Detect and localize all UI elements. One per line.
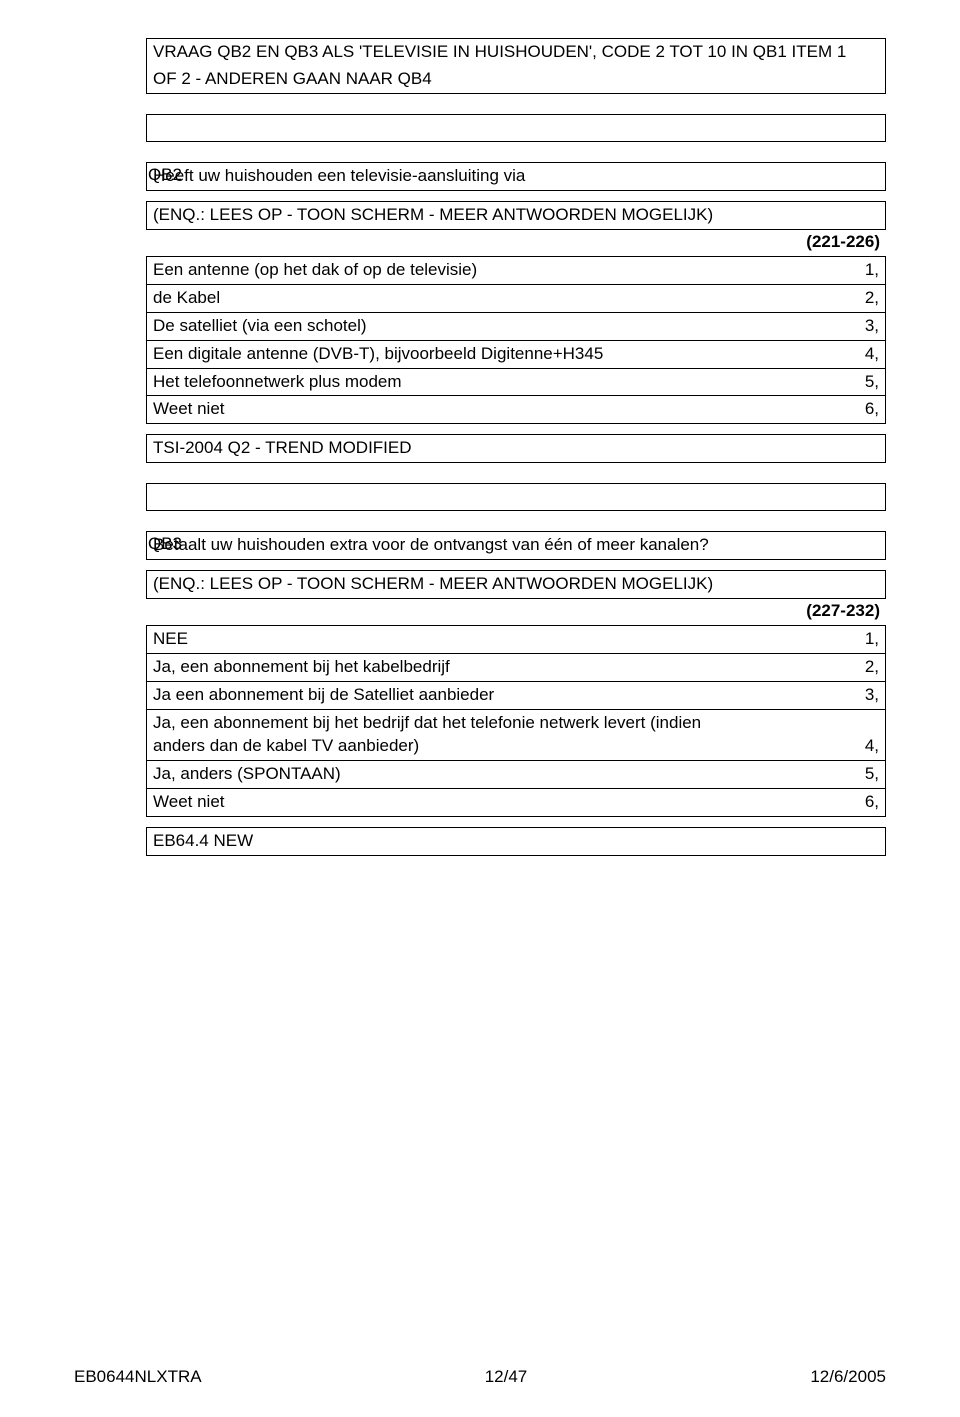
empty-box	[146, 483, 886, 511]
qb3-range: (227-232)	[146, 599, 886, 625]
empty-box	[146, 114, 886, 142]
option-value: 5,	[839, 763, 879, 786]
footer-center: 12/47	[485, 1367, 528, 1387]
option-value: 4,	[839, 343, 879, 366]
qb2-range: (221-226)	[146, 230, 886, 256]
option-row: Weet niet 6,	[146, 789, 886, 817]
option-value: 2,	[839, 287, 879, 310]
option-label: Het telefoonnetwerk plus modem	[153, 371, 839, 394]
option-value: 4,	[839, 735, 879, 758]
option-row: Een antenne (op het dak of op de televis…	[146, 256, 886, 285]
option-label: Ja, een abonnement bij het kabelbedrijf	[153, 656, 839, 679]
qb2-question: Heeft uw huishouden een televisie-aanslu…	[146, 162, 886, 191]
option-label: anders dan de kabel TV aanbieder)	[153, 735, 839, 758]
qb3-enq-instruction: (ENQ.: LEES OP - TOON SCHERM - MEER ANTW…	[146, 570, 886, 599]
option-value: 5,	[839, 371, 879, 394]
option-label: Ja een abonnement bij de Satelliet aanbi…	[153, 684, 839, 707]
option-label: De satelliet (via een schotel)	[153, 315, 839, 338]
option-label: Weet niet	[153, 791, 839, 814]
option-row: Het telefoonnetwerk plus modem 5,	[146, 369, 886, 397]
footer-left: EB0644NLXTRA	[74, 1367, 202, 1387]
option-value: 1,	[839, 259, 879, 282]
option-row: NEE 1,	[146, 625, 886, 654]
option-row: Ja, anders (SPONTAAN) 5,	[146, 761, 886, 789]
option-row: Ja, een abonnement bij het kabelbedrijf …	[146, 654, 886, 682]
qb2-enq-instruction: (ENQ.: LEES OP - TOON SCHERM - MEER ANTW…	[146, 201, 886, 230]
option-value: 1,	[839, 628, 879, 651]
option-label: de Kabel	[153, 287, 839, 310]
option-label: Ja, anders (SPONTAAN)	[153, 763, 839, 786]
option-row: Ja een abonnement bij de Satelliet aanbi…	[146, 682, 886, 710]
option-label: Ja, een abonnement bij het bedrijf dat h…	[147, 710, 885, 735]
qb2-trend: TSI-2004 Q2 - TREND MODIFIED	[146, 434, 886, 463]
qb3-ref: EB64.4 NEW	[146, 827, 886, 856]
qb3-question: Betaalt uw huishouden extra voor de ontv…	[146, 531, 886, 560]
question-code-qb3: QB3	[148, 534, 182, 554]
option-row: De satelliet (via een schotel) 3,	[146, 313, 886, 341]
option-label: Weet niet	[153, 398, 839, 421]
page-footer: EB0644NLXTRA 12/47 12/6/2005	[74, 1367, 886, 1387]
option-row-multiline: Ja, een abonnement bij het bedrijf dat h…	[146, 710, 886, 761]
option-row: Een digitale antenne (DVB-T), bijvoorbee…	[146, 341, 886, 369]
option-label: NEE	[153, 628, 839, 651]
option-row: de Kabel 2,	[146, 285, 886, 313]
instruction-box: VRAAG QB2 EN QB3 ALS 'TELEVISIE IN HUISH…	[146, 38, 886, 94]
instruction-line: VRAAG QB2 EN QB3 ALS 'TELEVISIE IN HUISH…	[147, 39, 885, 66]
option-value: 6,	[839, 398, 879, 421]
option-label: Een antenne (op het dak of op de televis…	[153, 259, 839, 282]
option-value: 3,	[839, 684, 879, 707]
option-value: 6,	[839, 791, 879, 814]
option-value: 2,	[839, 656, 879, 679]
option-row: Weet niet 6,	[146, 396, 886, 424]
instruction-line: OF 2 - ANDEREN GAAN NAAR QB4	[147, 66, 885, 93]
question-code-qb2: QB2	[148, 165, 182, 185]
option-label: Een digitale antenne (DVB-T), bijvoorbee…	[153, 343, 839, 366]
option-value: 3,	[839, 315, 879, 338]
footer-right: 12/6/2005	[810, 1367, 886, 1387]
